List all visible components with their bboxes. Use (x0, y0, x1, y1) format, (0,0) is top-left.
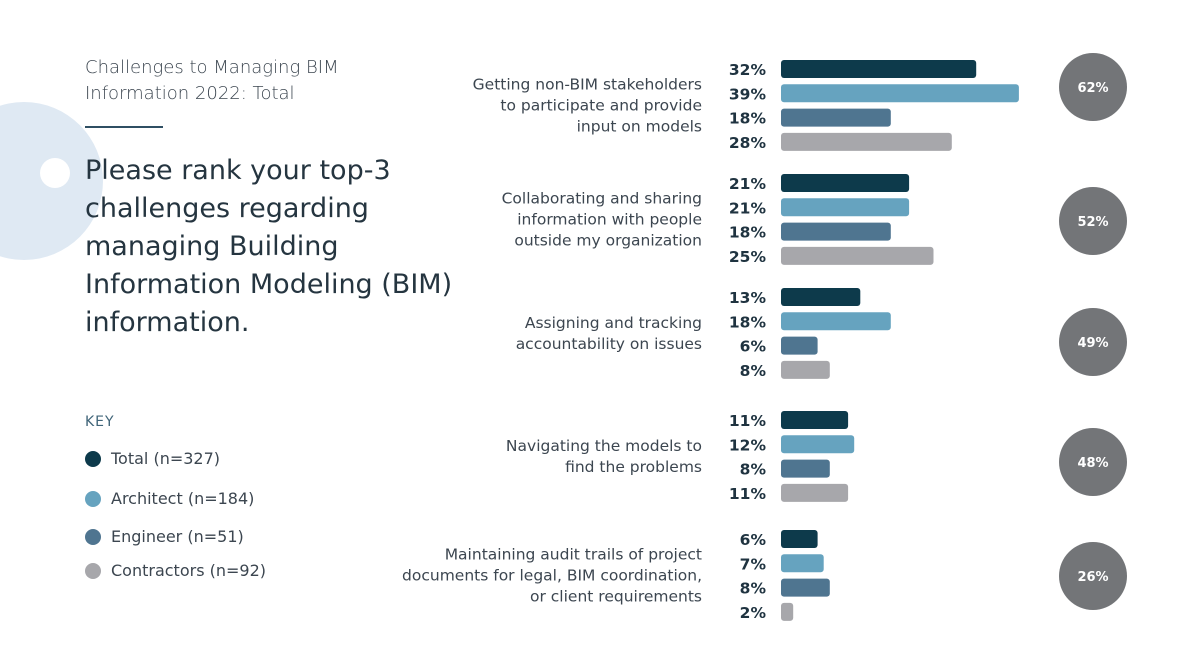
bar (781, 132, 952, 151)
category-label: Navigating the models to (506, 437, 702, 455)
bar (781, 483, 849, 502)
category-label: or client requirements (530, 587, 702, 605)
summary-circle (1059, 308, 1127, 376)
value-label: 8% (740, 580, 767, 598)
value-label: 28% (729, 134, 767, 152)
bar (781, 84, 1019, 103)
key-title: KEY (85, 414, 115, 430)
bar (781, 222, 891, 241)
bar (781, 530, 818, 548)
category-label: Collaborating and sharing (502, 189, 702, 207)
value-label: 12% (729, 436, 767, 454)
key-item-total: Total (n=327) (85, 449, 220, 468)
bar (781, 60, 977, 78)
value-label: 21% (729, 175, 767, 193)
key-dot (85, 450, 101, 467)
category-label: to participate and provide (500, 96, 702, 114)
category-label: Maintaining audit trails of project (445, 545, 702, 563)
bar (781, 312, 891, 331)
key-label: Contractors (n=92) (111, 561, 267, 580)
category-label: information with people (517, 210, 702, 228)
value-label: 18% (729, 110, 767, 128)
value-label: 7% (740, 555, 767, 573)
key-label: Architect (n=184) (111, 489, 255, 508)
value-label: 8% (740, 461, 767, 479)
value-label: 25% (729, 248, 767, 266)
bar (781, 174, 910, 192)
divider (85, 126, 163, 128)
summary-value: 48% (1077, 456, 1108, 471)
value-label: 18% (729, 313, 767, 331)
question-title: Please rank your top-3 challenges regard… (85, 155, 453, 338)
key-label: Engineer (n=51) (111, 527, 244, 546)
bar (781, 459, 830, 478)
key-dot (85, 490, 101, 507)
decorative-dot (40, 158, 70, 188)
value-label: 18% (729, 224, 767, 242)
category-label: Assigning and tracking (525, 314, 702, 332)
category-label: accountability on issues (516, 335, 702, 353)
bar (781, 108, 891, 127)
bar (781, 578, 830, 597)
bar (781, 602, 794, 621)
value-label: 39% (729, 85, 767, 103)
key-item-contractors: Contractors (n=92) (85, 561, 266, 580)
bar (781, 554, 824, 573)
bar (781, 336, 818, 355)
chart-subtitle: Challenges to Managing BIM Information 2… (85, 57, 339, 104)
value-label: 32% (729, 61, 767, 79)
bar (781, 288, 861, 306)
value-label: 13% (729, 289, 767, 307)
value-label: 6% (740, 531, 767, 549)
value-label: 11% (729, 485, 767, 503)
category-label: input on models (577, 117, 702, 135)
category-label: find the problems (565, 458, 702, 476)
summary-circle (1059, 542, 1127, 610)
value-label: 11% (729, 412, 767, 430)
value-label: 6% (740, 338, 767, 356)
key-dot (85, 562, 101, 579)
bar (781, 411, 849, 429)
key-dot (85, 528, 101, 545)
value-label: 21% (729, 199, 767, 217)
summary-value: 26% (1077, 570, 1108, 585)
bar (781, 246, 934, 265)
summary-circle (1059, 428, 1127, 496)
category-label: Getting non-BIM stakeholders (473, 75, 702, 93)
key-item-engineer: Engineer (n=51) (85, 527, 244, 546)
value-label: 8% (740, 362, 767, 380)
bar (781, 198, 910, 217)
value-label: 2% (740, 604, 767, 622)
bar (781, 435, 855, 454)
summary-circle (1059, 53, 1127, 121)
summary-value: 49% (1077, 336, 1108, 351)
category-label: documents for legal, BIM coordination, (402, 566, 702, 584)
summary-value: 62% (1077, 81, 1108, 96)
summary-value: 52% (1077, 215, 1108, 230)
key-item-architect: Architect (n=184) (85, 489, 254, 508)
summary-circle (1059, 187, 1127, 255)
key-label: Total (n=327) (111, 449, 221, 468)
bar (781, 360, 830, 379)
category-label: outside my organization (514, 231, 702, 249)
